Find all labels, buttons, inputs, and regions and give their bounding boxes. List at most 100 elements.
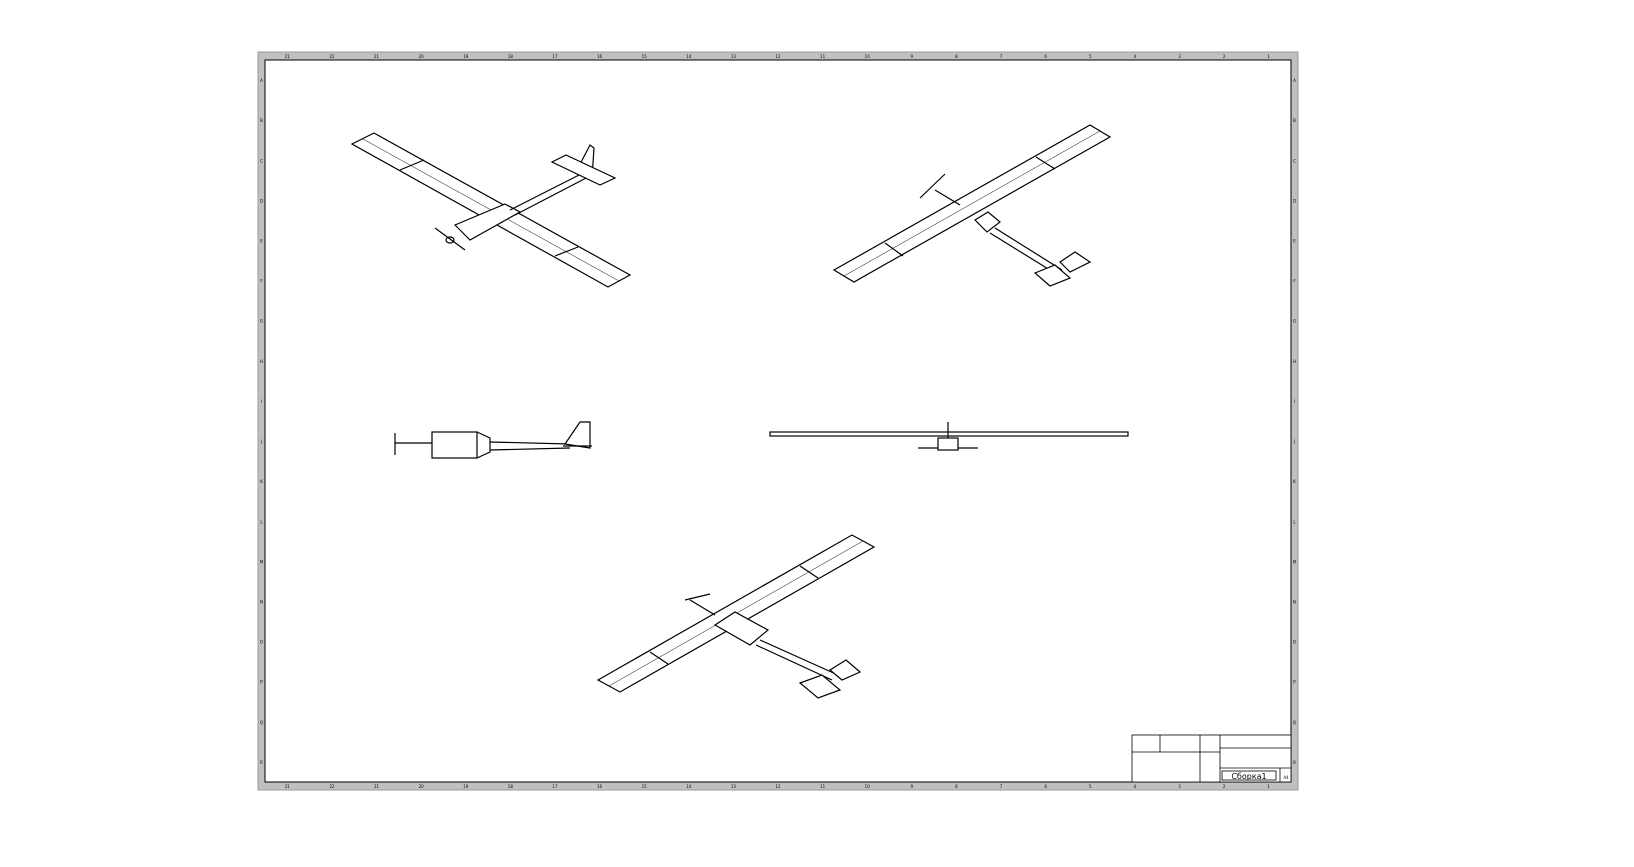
zone-number-label: 2	[1223, 784, 1226, 789]
side-view	[394, 421, 592, 459]
zone-letter-label: P	[1293, 680, 1296, 685]
zone-number-label: 21	[285, 784, 291, 789]
zone-letter-label: J	[260, 439, 262, 444]
zone-letter-label: A	[260, 78, 263, 83]
zone-letter-label: K	[260, 479, 263, 484]
zone-number-label: 18	[508, 54, 514, 59]
fuselage	[974, 211, 1001, 233]
zone-number-label: 10	[865, 784, 871, 789]
zone-letter-label: K	[1293, 479, 1296, 484]
zone-letter-label: R	[260, 760, 263, 765]
zone-number-label: 6	[1044, 54, 1047, 59]
zone-markers: 2121222221212020191918181717161615151414…	[260, 54, 1297, 789]
zone-letter-label: R	[1293, 760, 1296, 765]
zone-number-label: 8	[955, 784, 958, 789]
zone-letter-label: Q	[260, 720, 263, 725]
zone-letter-label: O	[260, 640, 263, 645]
zone-number-label: 7	[1000, 784, 1003, 789]
zone-letter-label: C	[1293, 158, 1296, 163]
zone-number-label: 12	[775, 54, 781, 59]
tail-boom	[509, 171, 586, 211]
zone-letter-label: J	[1293, 439, 1295, 444]
tail-boom	[489, 441, 571, 445]
zone-number-label: 18	[508, 784, 514, 789]
propeller-hub	[445, 236, 455, 244]
horizontal-stabilizer	[550, 154, 617, 186]
isometric-view-3	[596, 534, 876, 699]
zone-number-label: 20	[419, 54, 425, 59]
zone-number-label: 3	[1178, 784, 1181, 789]
title-block: Сборка1 A4	[1131, 734, 1292, 783]
zone-number-label: 9	[911, 54, 914, 59]
zone-number-label: 4	[1134, 784, 1137, 789]
zone-letter-label: C	[260, 158, 263, 163]
tail-boom	[514, 175, 591, 216]
zone-number-label: 13	[731, 784, 737, 789]
propeller	[434, 227, 466, 251]
fuselage-pod	[713, 611, 770, 646]
zone-number-label: 19	[463, 784, 469, 789]
zone-number-label: 5	[1089, 54, 1092, 59]
nose	[934, 189, 961, 206]
zone-number-label: 17	[552, 784, 558, 789]
horizontal-stabilizer	[798, 674, 842, 699]
zone-letter-label: B	[260, 118, 263, 123]
zone-letter-label: G	[1293, 319, 1296, 324]
zone-number-label: 11	[820, 54, 826, 59]
zone-number-label: 17	[552, 54, 558, 59]
zone-number-label: 7	[1000, 54, 1003, 59]
propeller	[919, 173, 946, 199]
zone-number-label: 10	[865, 54, 871, 59]
zone-number-label: 22	[329, 54, 335, 59]
wing-panel-line	[554, 246, 579, 257]
zone-number-label: 6	[1044, 784, 1047, 789]
vertical-stabilizer	[828, 659, 862, 681]
fuselage-pod	[431, 431, 478, 459]
zone-number-label: 14	[686, 54, 692, 59]
zone-number-label: 3	[1178, 54, 1181, 59]
zone-letter-label: O	[1293, 640, 1296, 645]
zone-letter-label: N	[1293, 600, 1296, 605]
zone-number-label: 1	[1267, 54, 1270, 59]
wing-panel-line	[399, 159, 425, 171]
vertical-stabilizer	[1059, 251, 1092, 273]
horizontal-stabilizer	[1033, 264, 1072, 287]
fuselage-taper	[476, 431, 491, 459]
zone-number-label: 15	[642, 784, 648, 789]
main-wing	[769, 431, 1129, 437]
zone-letter-label: D	[1293, 198, 1296, 203]
tail-boom	[755, 644, 833, 681]
tail-boom	[489, 447, 571, 451]
zone-letter-label: B	[1293, 118, 1296, 123]
zone-number-label: 13	[731, 54, 737, 59]
zone-number-label: 21	[374, 784, 380, 789]
zone-letter-label: G	[260, 319, 263, 324]
wing-spar-line	[843, 130, 1101, 277]
zone-letter-label: E	[260, 239, 263, 244]
zone-number-label: 12	[775, 784, 781, 789]
zone-number-label: 8	[955, 54, 958, 59]
drawing-title-cell	[1221, 770, 1277, 781]
zone-letter-label: H	[1293, 359, 1296, 364]
fuselage	[937, 437, 959, 451]
zone-number-label: 5	[1089, 784, 1092, 789]
zone-number-label: 20	[419, 784, 425, 789]
zone-number-label: 9	[911, 784, 914, 789]
drawing-title: Сборка1	[1231, 772, 1266, 781]
zone-number-label: 2	[1223, 54, 1226, 59]
zone-number-label: 15	[642, 54, 648, 59]
zone-number-label: 19	[463, 54, 469, 59]
zone-letter-label: A	[1293, 78, 1296, 83]
zone-letter-label: I	[261, 399, 262, 404]
zone-letter-label: L	[1293, 519, 1296, 524]
zone-letter-label: Q	[1293, 720, 1296, 725]
nose	[689, 599, 716, 616]
zone-letter-label: M	[1293, 559, 1297, 564]
zone-letter-label: E	[1293, 239, 1296, 244]
zone-letter-label: I	[1294, 399, 1295, 404]
zone-number-label: 11	[820, 784, 826, 789]
wing-panel-line	[1035, 156, 1056, 170]
sheet-size-marker: A4	[1283, 775, 1289, 780]
zone-letter-label: P	[260, 680, 263, 685]
